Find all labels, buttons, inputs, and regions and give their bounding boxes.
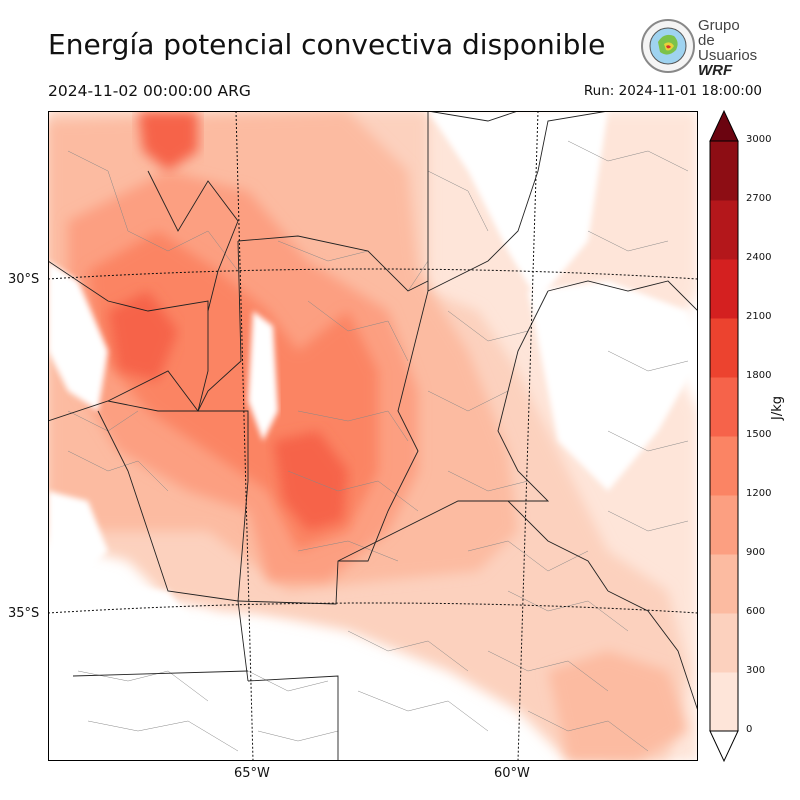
department-boundaries xyxy=(67,140,689,752)
province-boundaries xyxy=(48,111,698,761)
globe-icon xyxy=(641,19,695,73)
colorbar-unit: J/kg xyxy=(770,396,785,420)
colorbar-step xyxy=(710,141,738,201)
lat-label-30s: 30°S xyxy=(8,272,40,287)
logo-line3: WRF xyxy=(698,62,733,79)
colorbar-step xyxy=(710,613,738,673)
colorbar-tick-label: 300 xyxy=(746,665,766,676)
colorbar-step xyxy=(710,377,738,437)
colorbar-tick-label: 1800 xyxy=(746,370,772,381)
colorbar xyxy=(709,109,739,763)
colorbar-tick-label: 600 xyxy=(746,606,766,617)
cape-shading xyxy=(48,111,698,761)
colorbar-tick-label: 900 xyxy=(746,547,766,558)
colorbar-tick-label: 2100 xyxy=(746,311,772,322)
colorbar-steps xyxy=(710,141,738,732)
colorbar-tick-label: 1500 xyxy=(746,429,772,440)
colorbar-tick-label: 1200 xyxy=(746,488,772,499)
colorbar-tick-label: 2400 xyxy=(746,252,772,263)
colorbar-step xyxy=(710,554,738,614)
valid-time: 2024-11-02 00:00:00 ARG xyxy=(48,82,251,100)
logo-line2: Usuarios xyxy=(698,47,758,64)
logo-text: Grupo de Usuarios WRF xyxy=(698,18,760,78)
map-title: Energía potencial convectiva disponible xyxy=(48,28,606,61)
colorbar-min-arrow xyxy=(709,730,739,763)
cape-map xyxy=(48,111,698,761)
logo-line1: Grupo de xyxy=(698,17,740,49)
colorbar-tick-label: 0 xyxy=(746,724,753,735)
colorbar-step xyxy=(710,259,738,319)
run-time: Run: 2024-11-01 18:00:00 xyxy=(583,83,762,99)
graticule xyxy=(48,111,698,761)
lon-label-65w: 65°W xyxy=(234,766,270,781)
colorbar-step xyxy=(710,672,738,732)
lon-label-60w: 60°W xyxy=(494,766,530,781)
lat-label-35s: 35°S xyxy=(8,606,40,621)
colorbar-max-arrow xyxy=(709,109,739,142)
colorbar-tick-label: 2700 xyxy=(746,193,772,204)
wrf-logo: Grupo de Usuarios WRF xyxy=(640,18,760,78)
colorbar-step xyxy=(710,200,738,260)
colorbar-step xyxy=(710,436,738,496)
colorbar-step xyxy=(710,495,738,555)
colorbar-step xyxy=(710,318,738,378)
colorbar-tick-label: 3000 xyxy=(746,134,772,145)
